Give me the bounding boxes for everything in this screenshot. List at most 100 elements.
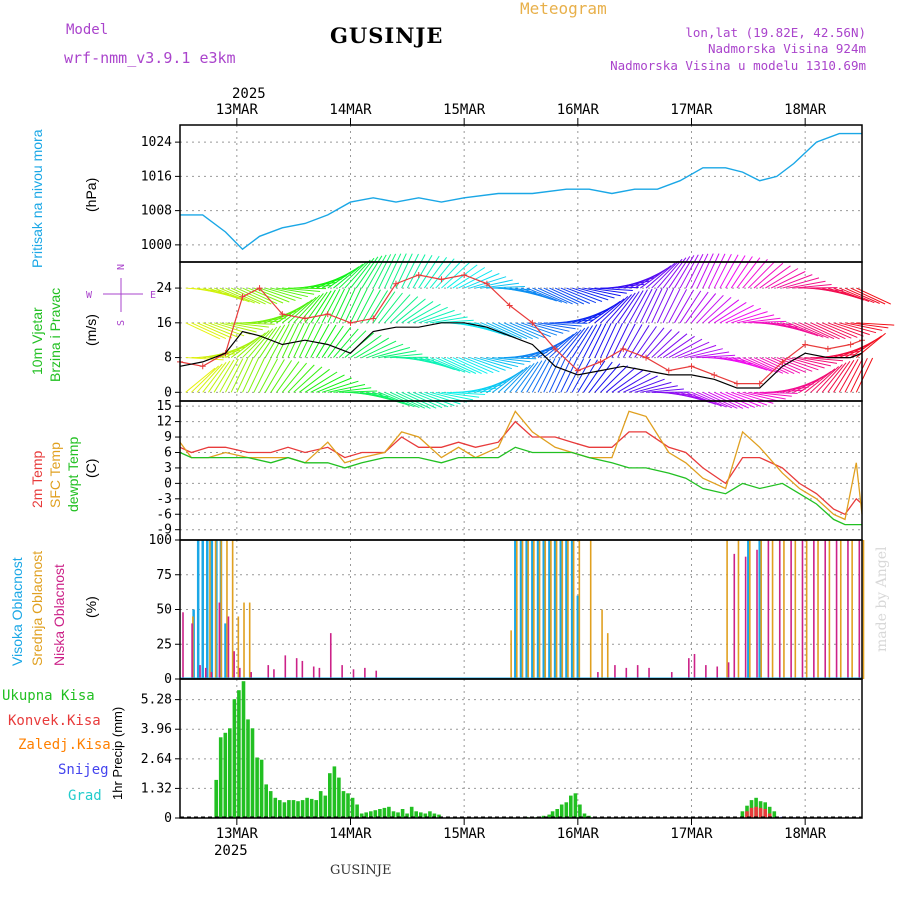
wind-arrow — [782, 357, 819, 371]
total-precip-bar — [432, 813, 437, 818]
wind-arrow — [509, 362, 535, 393]
total-precip-bar — [428, 811, 432, 818]
total-precip-bar — [578, 804, 582, 818]
wind-arrow — [839, 322, 877, 334]
wind-arrow — [668, 256, 691, 289]
wind-arrow — [645, 288, 663, 324]
wind-arrow — [827, 361, 851, 393]
total-precip-bar — [391, 811, 396, 818]
wind-arrow — [560, 327, 586, 358]
wind-arrow — [696, 391, 733, 409]
wind-arrow — [634, 381, 672, 393]
wind-arrow — [230, 357, 249, 393]
total-precip-bar — [541, 815, 546, 818]
total-precip-bar — [437, 814, 441, 818]
wind-arrow — [833, 287, 870, 302]
wind-arrow — [287, 296, 317, 324]
clouds-ytick-label: 50 — [156, 603, 172, 618]
wind-arrow — [327, 288, 346, 324]
wind-arrow — [594, 322, 612, 358]
wind-gust-marker — [415, 272, 422, 279]
wind-arrow — [799, 357, 838, 364]
wind-arrow — [486, 322, 522, 339]
wind-arrow — [441, 357, 477, 374]
year-bottom: 2025 — [214, 843, 248, 859]
wind-arrow — [424, 391, 461, 405]
wind-arrow — [435, 391, 474, 401]
total-precip-bar — [223, 732, 228, 818]
wind-arrow — [787, 322, 824, 338]
wind-arrow — [571, 325, 594, 358]
wind-arrow — [713, 253, 732, 289]
wind-arrow — [696, 253, 714, 289]
wind-gust-marker — [239, 293, 246, 300]
wind-arrow — [219, 287, 255, 304]
wind-arrow — [708, 253, 726, 289]
total-precip-bar — [373, 810, 378, 818]
wind-arrow — [321, 325, 344, 358]
clouds-ytick-label: 0 — [164, 672, 172, 687]
wind-gust-marker — [847, 341, 854, 348]
total-precip-bar — [228, 728, 232, 818]
wind-arrow — [719, 391, 755, 408]
wind-arrow — [583, 287, 621, 297]
wind-arrow — [355, 288, 375, 324]
wind-arrow — [679, 391, 717, 405]
wind-arrow — [395, 298, 426, 324]
wind-arrow — [202, 361, 227, 393]
wind-arrow — [617, 323, 636, 358]
wind-arrow — [373, 347, 411, 359]
wind-arrow — [424, 357, 461, 372]
wind-arrow — [230, 334, 263, 358]
compass-e: E — [150, 290, 156, 301]
wind-arrow — [202, 322, 239, 338]
wind-arrow — [548, 357, 566, 393]
wind-arrow — [560, 287, 597, 304]
wind-arrow — [685, 253, 704, 289]
compass-n: N — [116, 264, 127, 270]
wind-arrow — [685, 348, 723, 359]
wind-arrow — [441, 262, 470, 289]
wind-arrow — [492, 357, 531, 363]
wind-arrow — [401, 253, 419, 289]
wind-arrow — [816, 364, 843, 393]
total-precip-bar — [400, 809, 405, 818]
total-precip-bar — [341, 791, 346, 818]
wind-arrow — [406, 254, 426, 289]
wind-arrow — [804, 368, 836, 393]
station-title: GUSINJE — [330, 23, 443, 48]
total-precip-bar — [273, 797, 278, 818]
wind-arrow — [611, 323, 630, 358]
year-top: 2025 — [232, 86, 266, 102]
wind-arrow — [855, 357, 874, 393]
total-precip-bar — [264, 784, 268, 818]
wind-arrow — [315, 289, 336, 324]
wind-arrow — [276, 323, 295, 358]
pressure-line — [180, 132, 862, 251]
wind-arrow — [497, 366, 528, 393]
wind-gust-marker — [483, 280, 490, 287]
wind-arrow — [338, 330, 367, 358]
total-precip-bar — [291, 800, 296, 818]
wind-arrow — [731, 391, 768, 406]
wind-arrow — [537, 287, 573, 305]
wind-arrow — [259, 287, 296, 301]
wind-arrow — [765, 357, 801, 374]
total-precip-bar — [346, 793, 350, 818]
wind-arrow — [418, 309, 455, 324]
pressure-ytick-label: 1024 — [141, 135, 172, 150]
wind-arrow — [361, 289, 381, 324]
precip-unit: 1hr Precip (mm) — [110, 707, 125, 800]
temp-unit: (C) — [83, 459, 99, 478]
wind-arrow — [304, 371, 338, 393]
wind-arrow — [270, 323, 290, 358]
wind-arrow — [327, 384, 366, 393]
wind-arrow — [714, 391, 750, 409]
total-precip-bar — [387, 806, 391, 818]
wind-arrow — [253, 358, 272, 393]
precip-frame — [179, 678, 863, 819]
wind-arrow — [821, 362, 847, 393]
precip-ytick-label: 3.96 — [141, 722, 172, 737]
wind-arrow — [378, 391, 415, 408]
xtick-label-bottom: 18MAR — [784, 826, 827, 842]
